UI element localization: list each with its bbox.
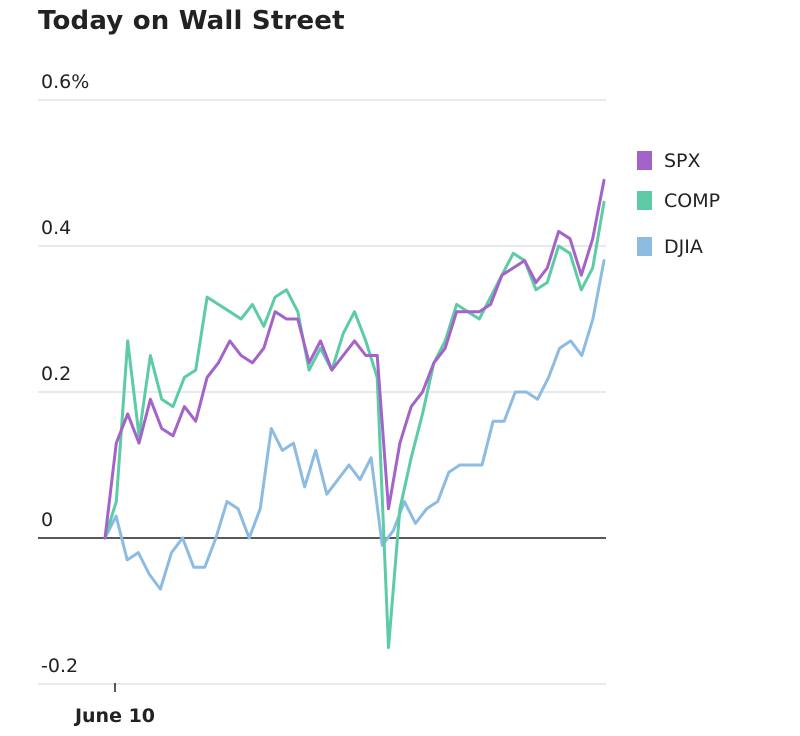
legend-swatch-djia xyxy=(637,237,652,256)
y-tick-label-0: 0.6% xyxy=(41,71,89,93)
series-line-spx xyxy=(103,178,606,540)
legend-swatch-spx xyxy=(637,151,652,170)
y-tick-label-1: 0.4 xyxy=(41,217,71,239)
y-tick-label-4: -0.2 xyxy=(41,655,78,677)
x-axis: June 10 xyxy=(73,683,155,727)
legend-label-spx: SPX xyxy=(664,150,701,172)
x-tick-label-0: June 10 xyxy=(73,705,155,727)
series-lines xyxy=(103,178,606,649)
y-tick-label-2: 0.2 xyxy=(41,363,71,385)
series-line-djia xyxy=(103,259,606,591)
legend: SPX COMP DJIA xyxy=(637,150,720,258)
legend-label-comp: COMP xyxy=(664,190,720,212)
chart-title: Today on Wall Street xyxy=(38,6,345,36)
series-line-comp xyxy=(103,200,606,649)
legend-swatch-comp xyxy=(637,191,652,210)
legend-label-djia: DJIA xyxy=(664,236,703,258)
y-tick-label-3: 0 xyxy=(41,509,53,531)
y-axis-ticks: 0.6% 0.4 0.2 0 -0.2 xyxy=(41,71,89,677)
